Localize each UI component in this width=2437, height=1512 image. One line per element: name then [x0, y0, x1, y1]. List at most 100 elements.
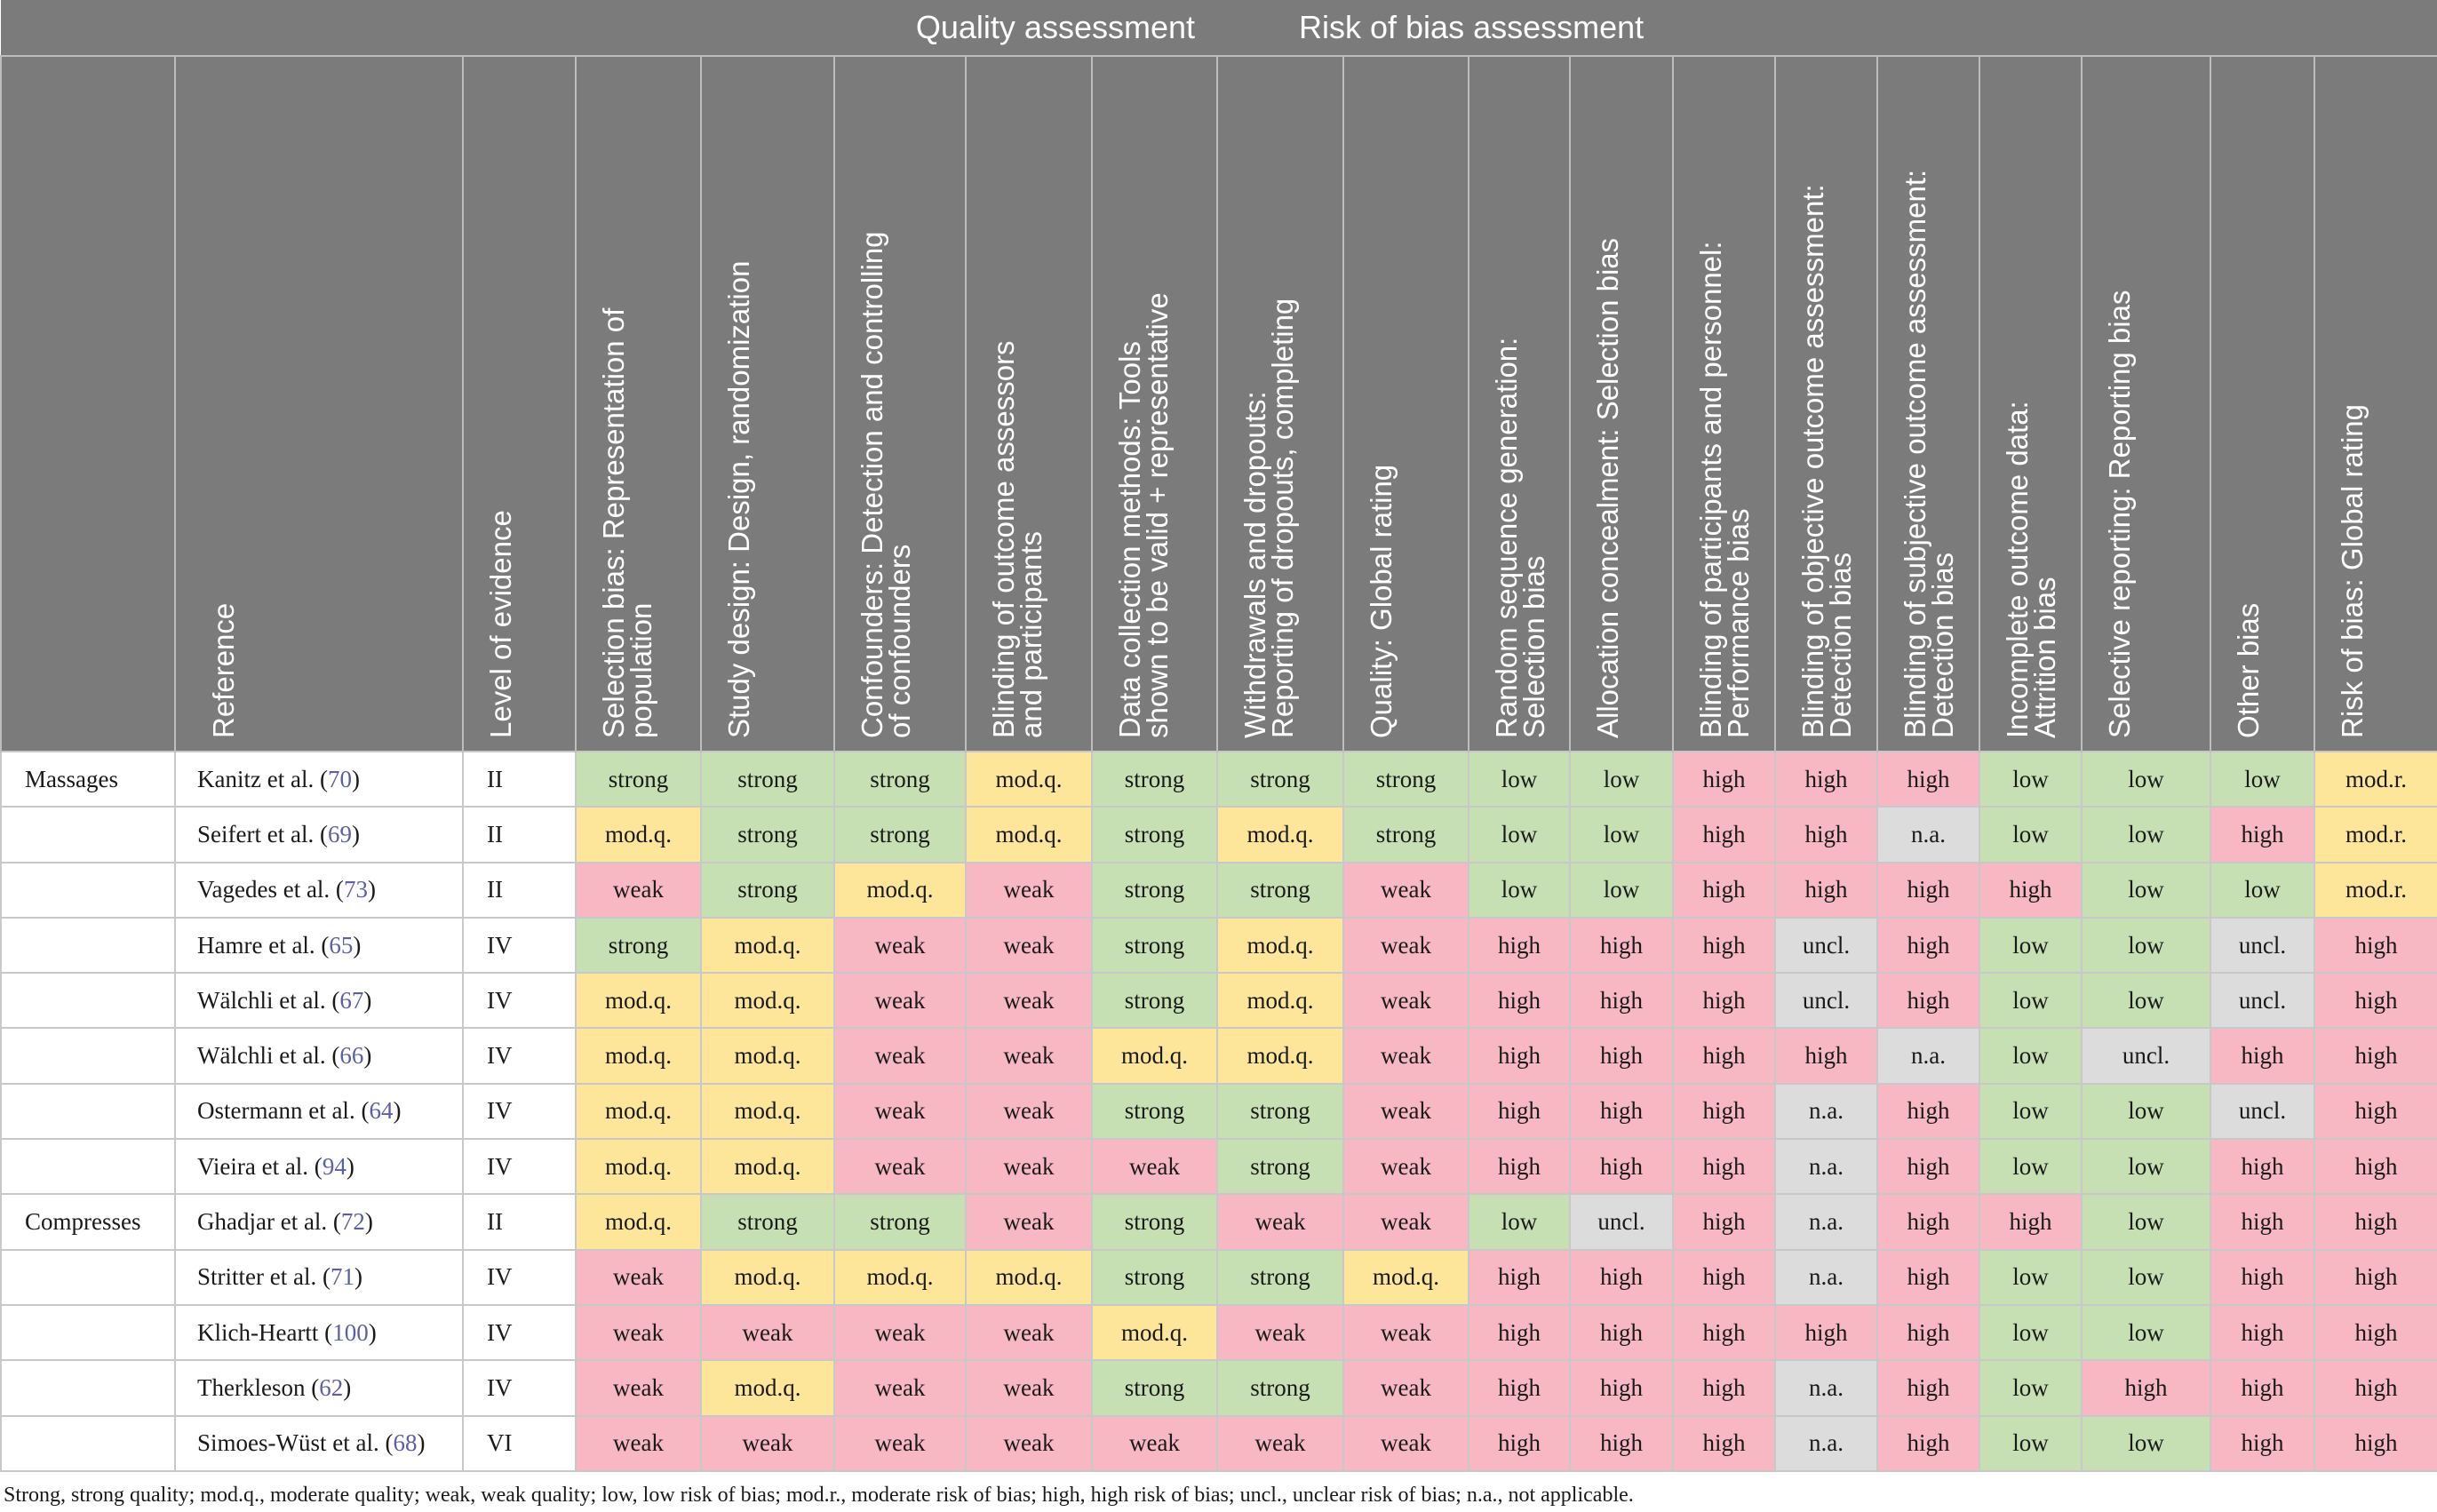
rating-cell: high [1672, 750, 1776, 808]
rating-cell: low [2081, 1193, 2211, 1251]
reference-number-link[interactable]: 71 [330, 1263, 354, 1291]
level-of-evidence-cell: IV [462, 1248, 577, 1306]
rating-cell: strong [1342, 750, 1469, 808]
rating-cell: weak [833, 916, 967, 975]
rating-cell: high [1672, 1303, 1776, 1362]
column-header-label: Attrition bias [2028, 577, 2061, 738]
rating-cell: high [2210, 1248, 2315, 1306]
reference-number-link[interactable]: 100 [332, 1318, 369, 1346]
reference-author: Wälchli et al. ( [197, 1042, 340, 1070]
rating-cell: mod.r. [2313, 861, 2437, 919]
reference-author: Therkleson ( [197, 1373, 320, 1401]
reference-number-link[interactable]: 70 [327, 765, 352, 792]
rating-cell: weak [965, 1193, 1093, 1251]
rating-cell: uncl. [2210, 972, 2315, 1030]
rating-cell: weak [833, 1027, 967, 1085]
reference-author: Klich-Heartt ( [197, 1318, 333, 1346]
category-cell [0, 1303, 176, 1362]
rating-cell: weak [1091, 1414, 1218, 1472]
rating-cell: low [1569, 861, 1674, 919]
category-cell [0, 1359, 176, 1417]
rating-cell: weak [965, 1138, 1093, 1196]
category-cell [0, 1248, 176, 1306]
column-header: Quality: Global rating [1342, 56, 1469, 752]
rating-cell: mod.r. [2313, 750, 2437, 808]
rating-cell: high [2081, 1359, 2211, 1417]
column-header: Level of evidence [462, 56, 577, 752]
reference-number-link[interactable]: 65 [329, 931, 354, 959]
rating-cell: mod.q. [575, 806, 702, 863]
rating-cell: high [1468, 1082, 1571, 1141]
rating-cell: high [1672, 1359, 1776, 1417]
reference-author: Simoes-Wüst et al. ( [197, 1429, 394, 1457]
rating-cell: high [1876, 750, 1980, 808]
rating-cell: high [2210, 1138, 2315, 1196]
column-header: Blinding of objective outcome assessment… [1774, 56, 1878, 752]
reference-number-link[interactable]: 68 [393, 1429, 418, 1457]
rating-cell: mod.q. [1216, 916, 1344, 975]
rating-cell: strong [1091, 1082, 1218, 1141]
column-header: Selection bias: Representation of populat… [575, 56, 702, 752]
rating-cell: high [1876, 916, 1980, 975]
column-header: Other bias [2210, 56, 2315, 752]
reference-number-link[interactable]: 66 [339, 1042, 364, 1070]
reference-cell: Wälchli et al. (67) [174, 972, 464, 1030]
rating-cell: weak [1091, 1138, 1218, 1196]
rating-cell: weak [1342, 861, 1469, 919]
reference-close: ) [364, 1208, 373, 1236]
level-of-evidence-cell: IV [462, 1082, 577, 1141]
reference-number-link[interactable]: 73 [343, 876, 368, 903]
rating-cell: weak [1342, 972, 1469, 1030]
rating-cell: strong [1216, 861, 1344, 919]
rating-cell: high [1876, 1359, 1980, 1417]
rating-cell: high [1569, 1303, 1674, 1362]
reference-number-link[interactable]: 64 [369, 1097, 394, 1125]
table-row: Hamre et al. (65) IV strong mod.q. weak weak s… [0, 916, 2437, 975]
column-header-label: Withdrawals and dropouts: [1238, 391, 1271, 738]
rating-cell: high [1774, 806, 1878, 863]
rating-cell: low [2081, 972, 2211, 1030]
rating-cell: high [1672, 972, 1776, 1030]
rating-cell: high [2313, 1193, 2437, 1251]
rating-cell: mod.q. [575, 972, 702, 1030]
column-header-label: Blinding of participants and personnel: [1694, 241, 1727, 738]
rating-cell: high [1672, 1082, 1776, 1141]
reference-author: Seifert et al. ( [197, 820, 328, 848]
rating-cell: n.a. [1774, 1359, 1878, 1417]
rating-cell: strong [700, 806, 835, 863]
rating-cell: weak [833, 1138, 967, 1196]
rating-cell: mod.r. [2313, 806, 2437, 863]
reference-number-link[interactable]: 94 [322, 1152, 346, 1180]
column-header: Withdrawals and dropouts: Reporting of dr… [1216, 56, 1344, 752]
rating-cell: high [2313, 1027, 2437, 1085]
reference-number-link[interactable]: 69 [327, 820, 352, 848]
table-row: Vagedes et al. (73) II weak strong mod.q. wea… [0, 861, 2437, 919]
reference-cell: Wälchli et al. (66) [174, 1027, 464, 1085]
level-of-evidence-cell: IV [462, 1027, 577, 1085]
rating-cell: low [1468, 806, 1571, 863]
rating-cell: low [1979, 1414, 2083, 1472]
level-of-evidence-cell: II [462, 861, 577, 919]
column-header-label: Allocation concealment: Selection bias [1591, 237, 1624, 738]
rating-cell: mod.q. [700, 1138, 835, 1196]
reference-number-link[interactable]: 72 [340, 1208, 365, 1236]
reference-number-link[interactable]: 67 [339, 986, 364, 1014]
rating-cell: weak [965, 1303, 1093, 1362]
rating-cell: weak [575, 1414, 702, 1472]
rating-cell: n.a. [1774, 1082, 1878, 1141]
rating-cell: uncl. [1569, 1193, 1674, 1251]
rating-cell: weak [1342, 1193, 1469, 1251]
rating-cell: weak [1342, 1414, 1469, 1472]
rating-cell: n.a. [1876, 806, 1980, 863]
rating-cell: high [2313, 972, 2437, 1030]
rating-cell: weak [965, 861, 1093, 919]
rating-cell: weak [833, 1359, 967, 1417]
rating-cell: strong [833, 1193, 967, 1251]
rating-cell: strong [1091, 861, 1218, 919]
rating-cell: weak [575, 1303, 702, 1362]
reference-author: Stritter et al. ( [197, 1263, 331, 1291]
column-header-label: Random sequence generation: [1490, 337, 1523, 738]
rating-cell: weak [700, 1303, 835, 1362]
reference-number-link[interactable]: 62 [319, 1373, 344, 1401]
rating-cell: low [1979, 1082, 2083, 1141]
